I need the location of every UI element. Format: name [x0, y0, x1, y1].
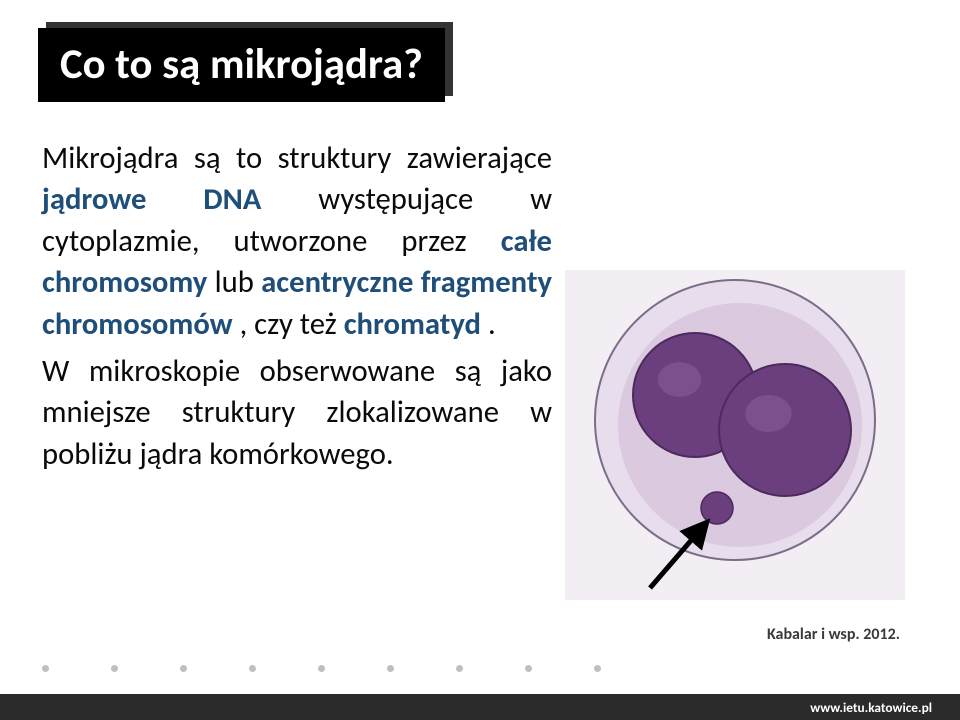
micronucleus-figure: [565, 270, 905, 600]
p1-text-e: .: [488, 306, 496, 343]
body-text: Mikrojądra są to struktury zawierające j…: [42, 138, 552, 475]
micronucleus: [701, 492, 733, 524]
cell-svg: [565, 270, 905, 600]
p1-text-d: , czy też: [240, 306, 344, 343]
footer-url: www.ietu.katowice.pl: [810, 699, 932, 716]
p1-em-dna: jądrowe DNA: [42, 181, 261, 218]
decor-dot: [180, 665, 187, 672]
decor-dot: [111, 665, 118, 672]
nucleus-2: [719, 364, 851, 496]
p1-text-c: lub: [215, 264, 262, 301]
decor-dot: [249, 665, 256, 672]
decor-dot: [387, 665, 394, 672]
citation: Kabalar i wsp. 2012.: [767, 625, 900, 644]
slide: Co to są mikrojądra? Mikrojądra są to st…: [0, 0, 960, 720]
slide-title: Co to są mikrojądra?: [60, 38, 423, 90]
paragraph-2: W mikroskopie obserwowane są jako mniejs…: [42, 351, 552, 475]
paragraph-1: Mikrojądra są to struktury zawierające j…: [42, 138, 552, 345]
decor-dot: [318, 665, 325, 672]
decor-dot: [525, 665, 532, 672]
p1-text-a: Mikrojądra są to struktury zawierające: [42, 140, 552, 177]
decor-dot: [594, 665, 601, 672]
decor-dots: [42, 665, 601, 672]
p1-em-chromatid: chromatyd: [344, 306, 481, 343]
decor-dot: [42, 665, 49, 672]
slide-title-box: Co to są mikrojądra?: [38, 28, 445, 102]
decor-dot: [456, 665, 463, 672]
footer-bar: www.ietu.katowice.pl: [0, 694, 960, 720]
